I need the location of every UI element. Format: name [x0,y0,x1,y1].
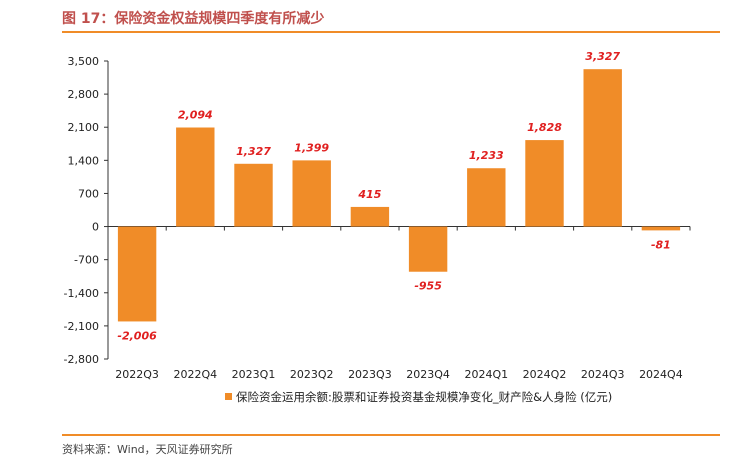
data-label: 415 [357,188,381,201]
y-tick-label: -2,100 [64,320,99,333]
x-tick-label: 2023Q1 [232,368,276,381]
y-tick-label: 3,500 [68,55,100,68]
y-tick-label: 700 [78,187,99,200]
x-tick-label: 2022Q4 [173,368,217,381]
bar [117,226,157,322]
bar [583,69,622,227]
x-tick-label: 2024Q4 [639,368,683,381]
y-tick-label: 1,400 [68,154,100,167]
data-label: -81 [651,238,671,251]
bar [292,160,331,227]
data-label: 1,233 [469,149,504,162]
y-tick-label: 2,100 [68,121,100,134]
y-tick-label: -2,800 [64,353,99,366]
data-label: 1,399 [294,141,329,154]
x-tick-label: 2022Q3 [115,368,159,381]
bar [234,163,273,227]
bar [350,206,390,227]
y-tick-label: -700 [74,254,99,267]
x-tick-label: 2024Q1 [464,368,508,381]
legend-swatch [225,393,232,400]
y-tick-label: -1,400 [64,287,99,300]
y-tick-label: 0 [92,221,99,234]
figure-title: 图 17：保险资金权益规模四季度有所减少 [62,11,325,27]
data-label: 3,327 [585,50,620,63]
y-tick-label: 2,800 [68,88,100,101]
bar [641,226,681,231]
x-tick-label: 2023Q3 [348,368,392,381]
data-label: 1,327 [236,145,271,158]
legend-label: 保险资金运用余额:股票和证券投资基金规模净变化_财产险&人身险 (亿元) [236,390,612,404]
data-label: 2,094 [178,109,213,122]
bar [467,168,506,227]
data-label: -2,006 [117,329,157,342]
data-label: -955 [414,280,442,293]
source-note: 资料来源：Wind，天风证券研究所 [62,443,233,456]
bar-chart: 3,500 2,800 2,100 1,400 700 0 -700 -1,400 -2,100… [64,50,691,404]
x-tick-label: 2023Q4 [406,368,450,381]
bar [408,226,448,272]
x-tick-label: 2024Q3 [581,368,625,381]
x-tick-label: 2023Q2 [290,368,334,381]
bottom-rule [62,434,720,436]
data-label: 1,828 [527,121,562,134]
x-tick-label: 2024Q2 [523,368,567,381]
bar [525,140,564,227]
bar [176,127,215,227]
top-rule [62,31,720,33]
